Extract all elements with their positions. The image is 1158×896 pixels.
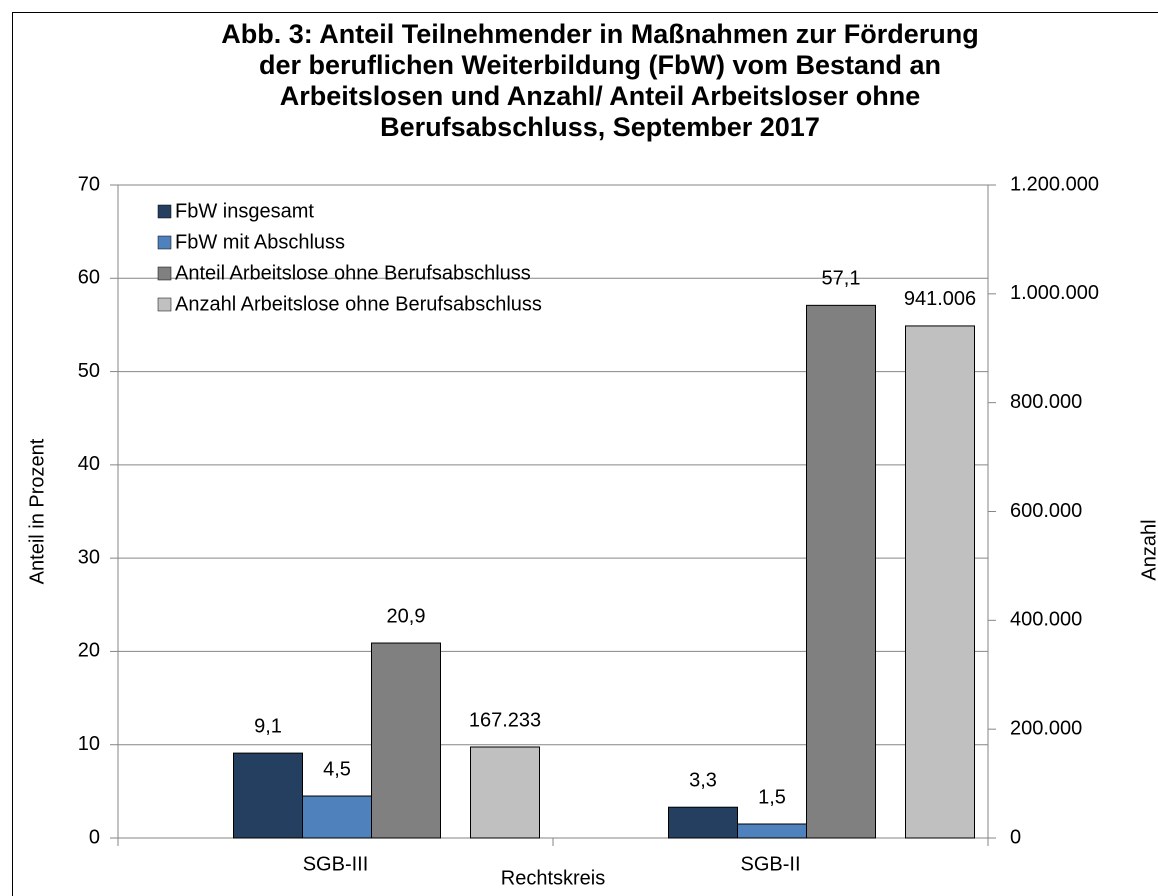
y2-tick-label: 200.000 bbox=[1010, 717, 1082, 739]
data-label: 9,1 bbox=[254, 715, 282, 737]
bar bbox=[737, 823, 807, 839]
data-label: 3,3 bbox=[689, 769, 717, 791]
data-label: 20,9 bbox=[387, 605, 426, 627]
y-tick-label: 50 bbox=[78, 360, 100, 382]
x-tick-label: SGB-II bbox=[740, 853, 800, 875]
bar bbox=[668, 806, 738, 839]
chart-title: Arbeitslosen und Anzahl/ Anteil Arbeitsl… bbox=[280, 81, 921, 111]
y2-tick-label: 1.200.000 bbox=[1010, 173, 1099, 195]
chart-title: Abb. 3: Anteil Teilnehmender in Maßnahme… bbox=[221, 19, 979, 49]
y2-axis-label: Anzahl bbox=[1138, 519, 1158, 580]
bar bbox=[806, 304, 876, 839]
legend-swatch bbox=[157, 204, 172, 219]
legend-swatch bbox=[157, 235, 172, 250]
bar bbox=[233, 752, 303, 839]
y-tick-label: 70 bbox=[78, 173, 100, 195]
chart-title: Berufsabschluss, September 2017 bbox=[380, 112, 820, 142]
legend-label: Anteil Arbeitslose ohne Berufsabschluss bbox=[175, 262, 531, 284]
legend-label: FbW insgesamt bbox=[175, 200, 314, 222]
y-tick-label: 60 bbox=[78, 267, 100, 289]
data-label: 941.006 bbox=[904, 288, 976, 310]
legend-swatch bbox=[157, 266, 172, 281]
y2-tick-label: 400.000 bbox=[1010, 609, 1082, 631]
legend-swatch bbox=[157, 297, 172, 312]
legend-label: FbW mit Abschluss bbox=[175, 231, 345, 253]
y-axis-label: Anteil in Prozent bbox=[26, 438, 48, 584]
y2-tick-label: 1.000.000 bbox=[1010, 282, 1099, 304]
y2-tick-label: 800.000 bbox=[1010, 391, 1082, 413]
x-tick-label: SGB-III bbox=[303, 853, 369, 875]
bar bbox=[905, 325, 975, 839]
y-tick-label: 0 bbox=[89, 826, 100, 848]
y-tick-label: 40 bbox=[78, 453, 100, 475]
y-tick-label: 10 bbox=[78, 733, 100, 755]
y2-tick-label: 0 bbox=[1010, 826, 1021, 848]
bar bbox=[302, 795, 372, 839]
x-axis-label: Rechtskreis bbox=[501, 867, 605, 889]
data-label: 57,1 bbox=[822, 268, 861, 290]
chart-title: der beruflichen Weiterbildung (FbW) vom … bbox=[259, 50, 941, 80]
data-label: 1,5 bbox=[758, 786, 786, 808]
chart-frame bbox=[12, 12, 1158, 896]
bar bbox=[371, 642, 441, 839]
y2-tick-label: 600.000 bbox=[1010, 500, 1082, 522]
y-tick-label: 30 bbox=[78, 546, 100, 568]
data-label: 167.233 bbox=[469, 709, 541, 731]
y-tick-label: 20 bbox=[78, 640, 100, 662]
bar bbox=[470, 746, 540, 839]
legend-label: Anzahl Arbeitslose ohne Berufsabschluss bbox=[175, 293, 542, 315]
data-label: 4,5 bbox=[323, 758, 351, 780]
